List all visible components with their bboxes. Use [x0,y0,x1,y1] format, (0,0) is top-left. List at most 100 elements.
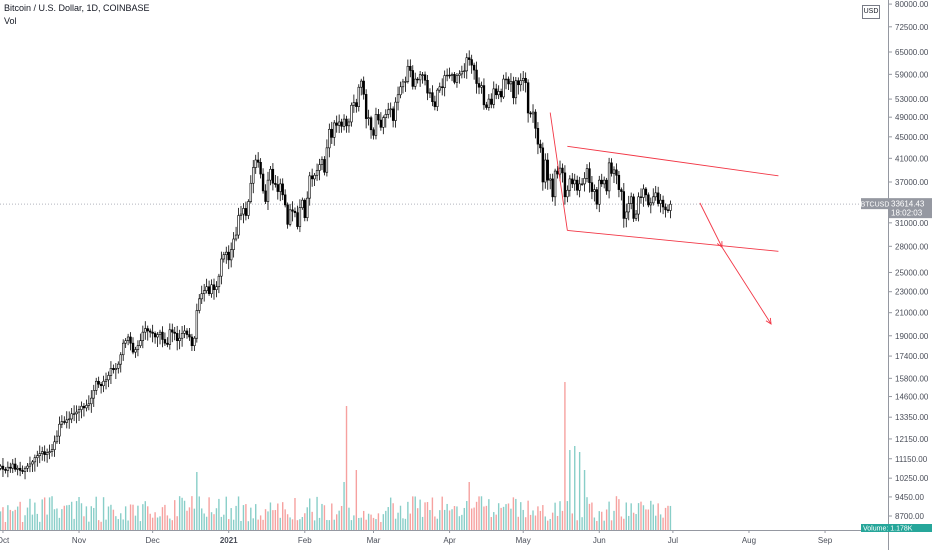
candle-body[interactable] [458,73,461,76]
candle-body[interactable] [656,192,660,204]
candle-body[interactable] [372,129,375,136]
candle-body[interactable] [389,108,392,111]
candle-body[interactable] [441,86,444,88]
candle-body[interactable] [220,258,223,277]
candle-body[interactable] [642,188,645,198]
candle-body[interactable] [342,118,346,127]
candle-body[interactable] [362,80,365,95]
candle-body[interactable] [117,363,120,369]
candle-body[interactable] [107,375,110,381]
candle-body[interactable] [102,380,105,387]
candle-body[interactable] [485,104,488,108]
candle-body[interactable] [237,215,240,236]
candle-body[interactable] [28,463,32,467]
candle-body[interactable] [625,211,628,219]
candle-body[interactable] [414,78,417,87]
candle-body[interactable] [72,413,76,415]
candle-body[interactable] [281,183,284,196]
candle-body[interactable] [193,337,196,347]
candle-body[interactable] [188,334,191,338]
candle-body[interactable] [234,234,238,240]
candle-body[interactable] [173,331,176,334]
candle-body[interactable] [634,213,638,219]
candle-body[interactable] [593,189,596,192]
candle-body[interactable] [399,86,402,96]
candle-body[interactable] [360,80,363,88]
candle-body[interactable] [153,333,157,338]
candle-body[interactable] [301,199,304,209]
candle-body[interactable] [222,254,226,260]
candle-body[interactable] [313,174,316,180]
candle-body[interactable] [627,203,630,213]
candle-body[interactable] [23,467,27,472]
candle-body[interactable] [450,74,454,76]
candle-body[interactable] [637,196,640,215]
candle-body[interactable] [620,189,623,192]
candle-body[interactable] [600,179,603,185]
candle-body[interactable] [598,179,601,205]
candle-body[interactable] [175,333,179,341]
candle-body[interactable] [232,238,235,250]
candle-body[interactable] [124,340,127,344]
candle-body[interactable] [548,178,552,181]
candle-body[interactable] [546,159,549,181]
entry-arrow-line[interactable] [549,112,568,231]
candle-body[interactable] [622,191,626,219]
candle-body[interactable] [50,449,54,452]
candle-body[interactable] [207,286,211,295]
candle-body[interactable] [379,119,383,128]
candle-body[interactable] [239,213,243,216]
candle-body[interactable] [264,190,267,202]
candle-body[interactable] [509,81,513,85]
candle-body[interactable] [291,209,294,212]
candle-body[interactable] [41,451,44,454]
candle-body[interactable] [475,69,478,84]
candle-body[interactable] [652,196,655,204]
candle-body[interactable] [553,170,557,198]
candle-body[interactable] [190,336,194,347]
candle-body[interactable] [502,78,505,98]
candle-body[interactable] [82,405,86,409]
candle-body[interactable] [350,104,353,123]
candle-body[interactable] [171,329,174,333]
candle-body[interactable] [92,390,95,399]
candle-body[interactable] [495,88,498,96]
candle-body[interactable] [571,178,574,185]
candle-body[interactable] [418,74,422,81]
candle-body[interactable] [141,331,145,341]
candle-body[interactable] [126,336,130,341]
candle-body[interactable] [205,286,208,291]
candle-body[interactable] [347,121,351,127]
candle-body[interactable] [119,354,122,365]
candle-body[interactable] [644,188,648,196]
candle-body[interactable] [80,405,83,410]
candle-body[interactable] [249,182,253,202]
candle-body[interactable] [612,169,616,174]
candle-body[interactable] [519,80,522,86]
candle-body[interactable] [514,80,518,99]
candle-body[interactable] [490,98,493,105]
candle-body[interactable] [293,210,297,213]
candle-body[interactable] [580,183,584,185]
candle-body[interactable] [1,465,5,470]
candle-body[interactable] [431,92,434,103]
candle-body[interactable] [406,65,410,82]
candle-body[interactable] [526,82,530,114]
candle-body[interactable] [68,418,71,421]
candle-body[interactable] [411,70,414,87]
candle-body[interactable] [391,108,395,121]
candle-body[interactable] [455,75,459,83]
candle-body[interactable] [283,194,287,206]
candle-body[interactable] [4,469,7,471]
candle-body[interactable] [482,85,486,106]
candle-body[interactable] [210,284,213,295]
candle-body[interactable] [323,159,326,173]
candle-body[interactable] [539,143,542,149]
candle-body[interactable] [43,451,46,455]
candle-body[interactable] [524,77,527,84]
candle-body[interactable] [445,74,449,77]
candle-body[interactable] [409,65,412,71]
candle-body[interactable] [632,196,635,219]
